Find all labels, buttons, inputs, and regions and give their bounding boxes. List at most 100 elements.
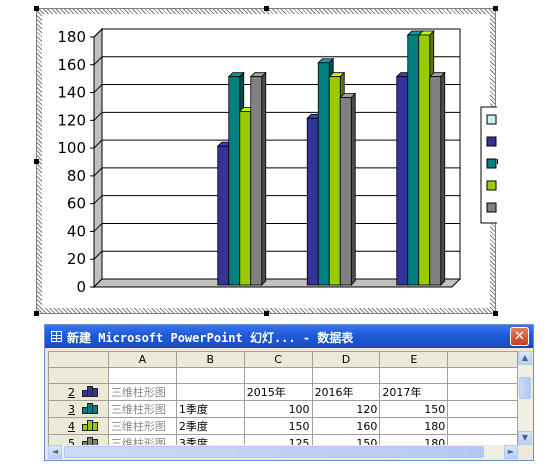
close-button[interactable]: ✕ <box>510 327 529 346</box>
table-row[interactable]: 4 三维柱形图 2季度 150 160 180 <box>48 417 518 435</box>
data-cell[interactable] <box>311 367 381 384</box>
y-tick-label: 120 <box>57 111 86 129</box>
bar[interactable] <box>217 145 230 286</box>
datasheet-grid[interactable]: A B C D E 2 三维柱形图 2015年 2016年 2017年 3 三维柱形图 1季度 100 12… <box>48 351 518 445</box>
data-cell[interactable]: 160 <box>311 417 381 435</box>
data-cell[interactable] <box>175 367 245 384</box>
y-tick-label: 60 <box>67 195 86 213</box>
data-cell[interactable]: 3季度 <box>175 434 245 445</box>
datasheet-titlebar[interactable]: 新建 Microsoft PowerPoint 幻灯... - 数据表 ✕ <box>45 325 533 348</box>
scroll-down-button[interactable]: ▼ <box>518 431 532 445</box>
chart-side-wall <box>93 27 103 289</box>
table-row[interactable] <box>48 367 518 384</box>
column-header[interactable]: D <box>311 351 381 368</box>
vertical-scroll-thumb[interactable] <box>519 377 531 399</box>
column-header[interactable]: A <box>107 351 177 368</box>
row-label-cell[interactable]: 三维柱形图 <box>107 434 177 445</box>
data-cell[interactable] <box>243 367 313 384</box>
gridline <box>93 250 103 260</box>
bar-side[interactable] <box>350 92 356 286</box>
data-cell[interactable]: 1季度 <box>175 400 245 418</box>
vertical-scrollbar[interactable]: ▲ ▼ <box>518 351 532 445</box>
data-cell[interactable] <box>447 383 518 401</box>
legend-swatch[interactable] <box>486 136 497 147</box>
data-cell[interactable]: 2016年 <box>311 383 381 401</box>
bar-side[interactable] <box>440 71 446 286</box>
data-cell[interactable]: 100 <box>243 400 313 418</box>
bar[interactable] <box>317 62 330 286</box>
data-cell[interactable] <box>175 383 245 401</box>
data-cell[interactable]: 2015年 <box>243 383 313 401</box>
data-cell[interactable] <box>447 400 518 418</box>
bar[interactable] <box>306 117 319 286</box>
scroll-up-button[interactable]: ▲ <box>518 351 532 365</box>
column-header[interactable]: B <box>175 351 245 368</box>
bar[interactable] <box>396 76 409 286</box>
row-number: 3 <box>68 402 75 416</box>
data-cell[interactable]: 180 <box>379 434 449 445</box>
row-label-cell[interactable]: 三维柱形图 <box>107 417 177 435</box>
y-tick-label: 140 <box>57 84 86 102</box>
bar[interactable] <box>418 34 431 286</box>
bar-side[interactable] <box>261 71 267 286</box>
row-header[interactable]: 4 <box>48 417 109 435</box>
resize-handle[interactable] <box>493 311 498 316</box>
legend-swatch[interactable] <box>486 202 497 213</box>
resize-handle[interactable] <box>34 311 39 316</box>
column-header <box>447 351 518 368</box>
row-label-cell[interactable]: 三维柱形图 <box>107 383 177 401</box>
row-label-cell[interactable]: 三维柱形图 <box>107 400 177 418</box>
bar[interactable] <box>429 76 442 286</box>
scroll-right-button[interactable]: ► <box>504 445 518 459</box>
data-cell[interactable]: 125 <box>243 434 313 445</box>
bar[interactable] <box>250 76 263 286</box>
resize-grip[interactable] <box>518 445 532 459</box>
table-row[interactable]: 5 三维柱形图 3季度 125 150 180 <box>48 434 518 445</box>
gridline <box>93 195 103 205</box>
data-cell[interactable] <box>379 367 449 384</box>
scroll-left-button[interactable]: ◄ <box>48 445 62 459</box>
corner-cell[interactable] <box>48 351 109 368</box>
resize-handle[interactable] <box>34 159 39 164</box>
bar[interactable] <box>339 97 352 286</box>
row-header[interactable]: 2 <box>48 383 109 401</box>
horizontal-scrollbar[interactable]: ◄ ► <box>48 445 518 459</box>
data-cell[interactable]: 2017年 <box>379 383 449 401</box>
bar[interactable] <box>407 34 420 286</box>
gridline <box>93 223 103 232</box>
resize-handle[interactable] <box>493 6 498 11</box>
legend-swatch[interactable] <box>486 158 497 169</box>
table-row[interactable]: 2 三维柱形图 2015年 2016年 2017年 <box>48 383 518 401</box>
resize-handle[interactable] <box>264 6 269 11</box>
data-cell[interactable]: 120 <box>311 400 381 418</box>
resize-handle[interactable] <box>34 6 39 11</box>
chart-frame[interactable]: 0 20 40 60 80 100 120 140 160 180 <box>34 6 498 316</box>
data-cell[interactable]: 150 <box>243 417 313 435</box>
data-cell[interactable] <box>447 417 518 435</box>
column-chart[interactable]: 0 20 40 60 80 100 120 140 160 180 <box>37 9 497 315</box>
bar[interactable] <box>239 110 252 286</box>
resize-handle[interactable] <box>264 311 269 316</box>
data-cell[interactable]: 150 <box>311 434 381 445</box>
series-chart-icon <box>81 420 98 431</box>
row-header[interactable]: 5 <box>48 434 109 445</box>
data-cell[interactable] <box>447 367 518 384</box>
bar[interactable] <box>328 76 341 286</box>
table-row[interactable]: 3 三维柱形图 1季度 100 120 150 <box>48 400 518 418</box>
horizontal-scroll-thumb[interactable] <box>64 446 484 458</box>
row-label-cell[interactable] <box>107 367 177 384</box>
data-cell[interactable] <box>447 434 518 445</box>
data-cell[interactable]: 2季度 <box>175 417 245 435</box>
column-header[interactable]: C <box>243 351 313 368</box>
legend-swatch[interactable] <box>486 114 497 125</box>
data-cell[interactable]: 150 <box>379 400 449 418</box>
row-header[interactable] <box>48 367 109 384</box>
row-header[interactable]: 3 <box>48 400 109 418</box>
legend-swatch[interactable] <box>486 180 497 191</box>
series-chart-icon <box>81 403 98 414</box>
column-header[interactable]: E <box>379 351 449 368</box>
data-cell[interactable]: 180 <box>379 417 449 435</box>
bar[interactable] <box>228 76 241 286</box>
